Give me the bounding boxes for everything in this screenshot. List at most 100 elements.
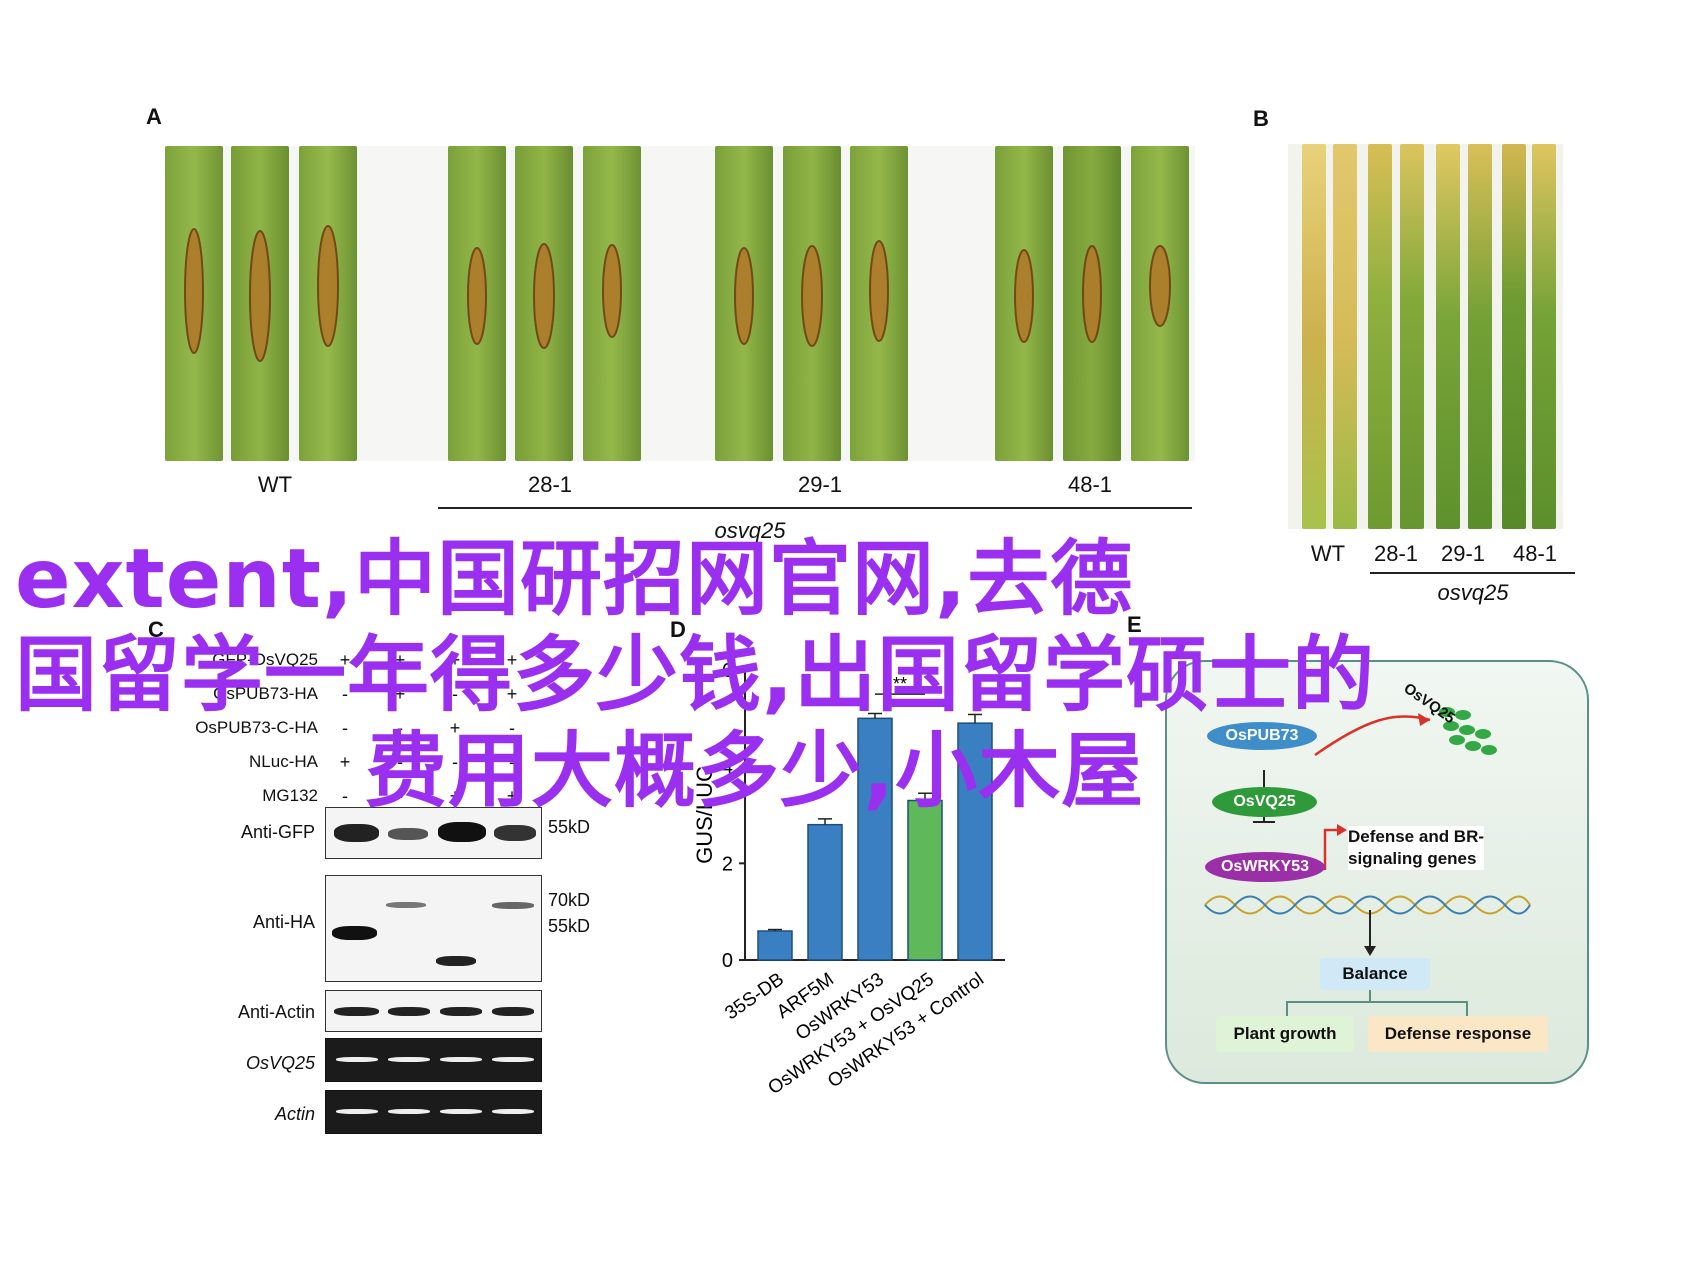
band [332,926,377,940]
c-blot-label-osvq25: OsVQ25 [245,1053,315,1073]
panel-a-letter: A [146,104,162,129]
c-mark: - [452,752,458,772]
bar [807,823,843,961]
band [388,828,428,840]
watermark-line-2: 国留学一年得多少钱,出国留学硕士的 [15,628,1376,723]
significance-label: ** [893,674,907,694]
c-mark: - [397,752,403,772]
panel-e-letter: E [1127,612,1142,637]
c-mark: + [506,684,518,704]
watermark-line-1: extent,中国研招网官网,去德 [15,532,1134,627]
node-defense-response: Defense response [1368,1016,1548,1052]
panel-c-letter: C [148,617,164,642]
panel-b-label-wt: WT [1310,541,1346,566]
c-blot-label-ha: Anti-HA [252,912,315,932]
lesion-overlay [184,225,1171,362]
band [438,822,486,842]
c-blot-label-actin-ab: Anti-Actin [237,1002,315,1022]
panel-e-connectors [1204,707,1531,1016]
c-mark: + [394,650,406,670]
c-blot-anti-gfp [325,807,542,859]
band [336,1057,378,1062]
leaf-b-28-1-b [1400,144,1424,529]
band [386,902,426,908]
panel-a-group-label: osvq25 [714,518,786,543]
node-genes-line1: Defense and BR- [1348,827,1485,846]
c-mark: + [394,684,406,704]
y-axis-label: GUS/LUC [692,766,717,864]
panel-b-label-28-1: 28-1 [1373,541,1419,566]
node-osvq25: OsVQ25 [1212,787,1317,817]
bar [957,722,993,961]
band [440,1109,482,1114]
node-balance: Balance [1320,958,1430,990]
leaf-b-28-1-a [1368,144,1392,529]
c-blot-actin [325,1090,542,1134]
c-mark: - [342,718,348,738]
bar [857,717,893,961]
leaf-b-48-1-a [1502,144,1526,529]
leaf-b-29-1-b [1468,144,1492,529]
band [440,1007,482,1016]
band [388,1109,430,1114]
c-row-gfp-osvq25: GFP-OsVQ25 [212,650,318,669]
y-tick-label: 0 [722,950,733,972]
leaf-b-wt-2 [1333,144,1357,529]
c-mark: - [509,718,515,738]
c-mark: + [506,786,518,806]
leaf-b-29-1-a [1436,144,1460,529]
band [492,1007,534,1016]
panel-a-label-48-1: 48-1 [1067,472,1113,497]
c-blot-osvq25 [325,1038,542,1082]
band [494,825,536,841]
c-blot-label-actin: Actin [274,1104,315,1124]
c-mark: + [339,650,351,670]
y-tick-label: 4 [722,757,733,779]
node-ospub73: OsPUB73 [1207,722,1317,750]
band [336,1109,378,1114]
c-mark: + [449,786,461,806]
band [334,1007,379,1016]
c-kd-55-b: 55kD [548,916,591,936]
x-tick-label: 35S-DB [721,969,788,1024]
bar [757,930,793,961]
node-oswrky53: OsWRKY53 [1205,852,1325,882]
band [440,1057,482,1062]
band [334,824,379,842]
panel-b-label-29-1: 29-1 [1440,541,1486,566]
c-blot-anti-ha [325,875,542,982]
c-mark: + [506,650,518,670]
c-row-ospub73-c-ha: OsPUB73-C-HA [195,718,318,737]
panel-d-letter: D [670,617,686,642]
panel-a-label-wt: WT [257,472,293,497]
band [492,1109,534,1114]
c-blot-label-gfp: Anti-GFP [240,822,315,842]
c-row-mg132: MG132 [262,786,318,805]
band [436,956,476,966]
y-tick-label: 6 [722,660,733,682]
c-blot-anti-actin [325,990,542,1032]
node-genes: Defense and BR- signaling genes [1348,826,1485,870]
watermark-line-3: 费用大概多少,小木屋 [365,724,1145,819]
band [388,1007,430,1016]
panel-b-group-label: osvq25 [1437,580,1509,605]
panel-b-group-line [1370,572,1575,574]
node-genes-line2: signaling genes [1348,849,1477,868]
c-mark: - [342,786,348,806]
panel-a-group-line [438,507,1192,509]
c-mark: + [449,718,461,738]
panel-a-label-29-1: 29-1 [797,472,843,497]
c-mark: - [397,786,403,806]
c-mark: - [397,718,403,738]
c-mark: + [339,752,351,772]
leaf-b-wt-1 [1302,144,1326,529]
panel-b-photo [1288,144,1563,529]
panel-a-photo [165,146,1195,461]
c-row-ospub73-ha: OsPUB73-HA [213,684,318,703]
y-tick-label: 2 [722,853,733,875]
c-mark: - [342,684,348,704]
c-row-nluc-ha: NLuc-HA [249,752,318,771]
band [492,1057,534,1062]
node-plant-growth: Plant growth [1216,1016,1354,1052]
